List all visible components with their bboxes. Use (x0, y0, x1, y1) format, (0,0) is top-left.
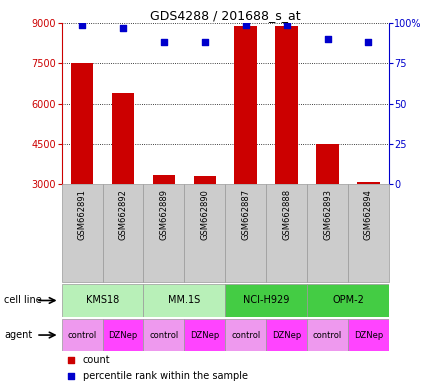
Bar (71, 63, 94, 184)
Text: KMS18: KMS18 (86, 295, 119, 306)
Text: GSM662892: GSM662892 (119, 189, 128, 240)
Text: agent: agent (4, 330, 32, 340)
Point (365, 39, 372, 45)
Bar (275, 26, 298, 184)
Bar (225, 184, 266, 282)
Text: control: control (231, 331, 261, 339)
Point (242, 22, 249, 28)
Point (283, 22, 290, 28)
Text: GSM662890: GSM662890 (200, 189, 209, 240)
Bar (266, 319, 307, 351)
Bar (348, 319, 389, 351)
Bar (307, 184, 348, 282)
Point (119, 25, 126, 31)
Text: NCI-H929: NCI-H929 (243, 295, 289, 306)
Bar (307, 319, 348, 351)
Bar (307, 284, 389, 317)
Bar (62, 319, 102, 351)
Text: control: control (313, 331, 342, 339)
Bar (62, 284, 143, 317)
Point (201, 39, 208, 45)
Text: DZNep: DZNep (108, 331, 138, 339)
Bar (184, 184, 225, 282)
Text: GSM662894: GSM662894 (364, 189, 373, 240)
Text: GSM662887: GSM662887 (241, 189, 250, 240)
Point (79, 22, 85, 28)
Text: DZNep: DZNep (354, 331, 383, 339)
Bar (235, 26, 257, 184)
Bar (193, 176, 216, 184)
Text: DZNep: DZNep (190, 331, 219, 339)
Text: control: control (68, 331, 97, 339)
Point (311, 142, 318, 148)
Bar (143, 184, 184, 282)
Text: MM.1S: MM.1S (168, 295, 201, 306)
Bar (153, 175, 175, 184)
Point (311, 290, 318, 296)
Text: OPM-2: OPM-2 (332, 295, 364, 306)
Point (161, 39, 167, 45)
Text: count: count (83, 354, 110, 364)
Bar (225, 319, 266, 351)
Text: GSM662888: GSM662888 (282, 189, 291, 240)
Text: percentile rank within the sample: percentile rank within the sample (83, 371, 248, 381)
Title: GDS4288 / 201688_s_at: GDS4288 / 201688_s_at (150, 9, 300, 22)
Bar (143, 284, 225, 317)
Bar (266, 184, 307, 282)
Text: cell line: cell line (4, 295, 42, 306)
Bar (112, 93, 134, 184)
Text: GSM662889: GSM662889 (159, 189, 168, 240)
Bar (143, 319, 184, 351)
Bar (225, 284, 307, 317)
Bar (102, 184, 143, 282)
Bar (348, 184, 389, 282)
Bar (62, 184, 102, 282)
Bar (102, 319, 143, 351)
Text: control: control (149, 331, 178, 339)
Point (324, 36, 331, 42)
Bar (184, 319, 225, 351)
Bar (316, 144, 339, 184)
Text: GSM662891: GSM662891 (78, 189, 87, 240)
Bar (357, 182, 380, 184)
Text: DZNep: DZNep (272, 331, 301, 339)
Text: GSM662893: GSM662893 (323, 189, 332, 240)
